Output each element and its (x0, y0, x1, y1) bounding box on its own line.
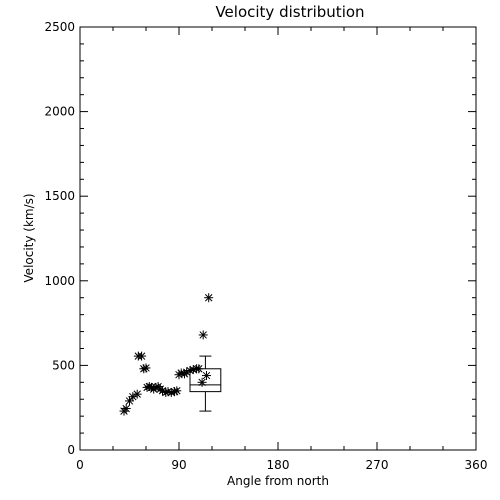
axis-ticks (79, 26, 477, 451)
y-tick-label: 500 (52, 358, 75, 372)
y-tick-label: 2500 (44, 20, 75, 34)
data-point (141, 363, 151, 373)
data-points (119, 293, 214, 416)
x-tick-label: 90 (171, 458, 186, 472)
data-point (204, 293, 214, 303)
x-tick-label: 180 (267, 458, 290, 472)
plot-frame (79, 26, 477, 451)
x-tick-label: 0 (76, 458, 84, 472)
data-point (132, 389, 142, 399)
chart-title: Velocity distribution (215, 3, 364, 21)
y-tick-label: 2000 (44, 105, 75, 119)
y-axis-label: Velocity (km/s) (22, 193, 36, 282)
y-tick-label: 0 (67, 443, 75, 457)
data-point (202, 371, 211, 381)
data-point (194, 364, 204, 374)
data-point (172, 386, 182, 396)
y-tick-label: 1000 (44, 274, 75, 288)
boxplot (189, 355, 222, 412)
tick-labels: 0 90 180 270 360 0 500 1000 1500 2000 2500 (44, 20, 487, 472)
data-point (121, 404, 131, 414)
data-point (137, 351, 147, 361)
x-tick-label: 270 (366, 458, 389, 472)
y-tick-label: 1500 (44, 189, 75, 203)
data-point (198, 330, 208, 340)
x-tick-label: 360 (465, 458, 488, 472)
data-point (197, 377, 207, 387)
x-axis-label: Angle from north (227, 474, 329, 488)
boxplot-box (189, 368, 222, 393)
